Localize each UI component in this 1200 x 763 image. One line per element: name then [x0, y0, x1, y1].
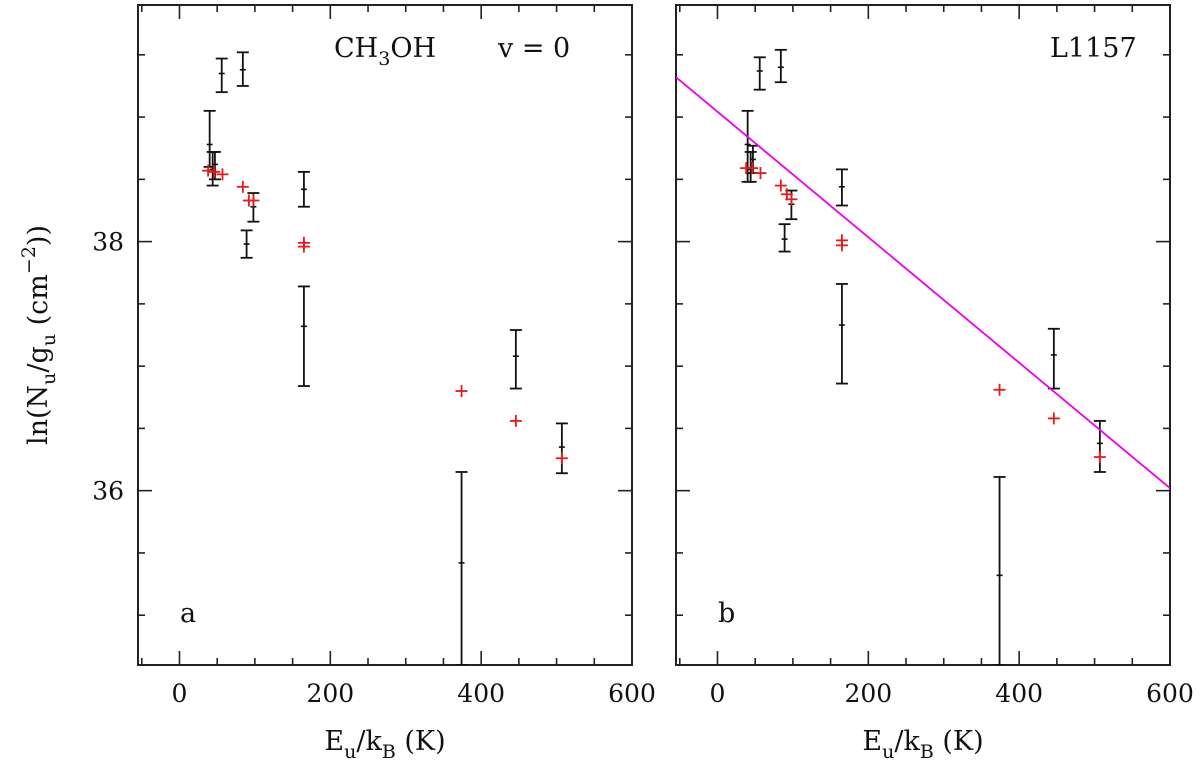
- panel-a-x-tick-label: 600: [608, 679, 656, 708]
- panel-a-model-point: [247, 194, 260, 207]
- panel-b-observed-point: [1093, 420, 1106, 473]
- panel-a-x-axis-title: Eu/kB (K): [324, 726, 445, 763]
- panel-b-x-tick-label: 0: [710, 679, 726, 708]
- panel-a-observed-point: [297, 170, 310, 208]
- panel-a-frame: [137, 4, 633, 666]
- panel-a-x-tick-label: 200: [306, 679, 354, 708]
- panel-a-model-point: [208, 165, 221, 178]
- panel-b-observed-point: [993, 476, 1006, 665]
- panel-b-x-axis-title: Eu/kB (K): [862, 726, 983, 763]
- panel-b-observed-point: [778, 223, 791, 253]
- panel-b-x-tick-label: 200: [844, 679, 892, 708]
- panel-a-observed-point: [240, 229, 253, 259]
- panel-b-model-point: [746, 162, 759, 175]
- panel-a-y-tick-label: 36: [92, 477, 124, 506]
- panel-b-model-point: [754, 167, 767, 180]
- panel-a-observed-point: [236, 51, 249, 87]
- panel-b-x-tick-label: 600: [1146, 679, 1194, 708]
- panel-b-letter: b: [718, 598, 735, 629]
- panel-b-observed-point: [835, 168, 848, 207]
- panel-b-fit-line: [676, 76, 1170, 489]
- panel-a-x-tick-label: 400: [457, 679, 505, 708]
- panel-b-model-point: [993, 383, 1006, 396]
- panel-a-observed-point: [455, 471, 468, 665]
- panel-b-model-point: [774, 179, 787, 192]
- panel-b-source-label: L1157: [1050, 33, 1137, 64]
- panel-b-model-point: [1047, 412, 1060, 425]
- panel-a-model-point: [455, 385, 468, 398]
- panel-a-x-tick-label: 0: [172, 679, 188, 708]
- panel-b-observed-point: [835, 283, 848, 385]
- panel-b-model-point: [835, 239, 848, 252]
- panel-b-observed-point: [1047, 327, 1060, 390]
- panel-a-model-point: [216, 168, 229, 181]
- panel-b-plot-area: [676, 48, 1170, 665]
- panel-a-observed-point: [509, 329, 522, 390]
- panel-b-model-point: [1093, 451, 1106, 464]
- panel-a-model-point: [202, 164, 215, 177]
- panel-a: 0 200 400 600 36 38 CH3OH v = 0 a Eu/kB (K) l…: [18, 4, 656, 763]
- panel-a-observed-point: [215, 57, 228, 94]
- panel-a-model-point: [236, 180, 249, 193]
- panel-a-model-point: [297, 240, 310, 253]
- panel-a-observed-point: [297, 285, 310, 387]
- panel-a-y-axis-title: ln(Nu/gu (cm−2)): [18, 225, 60, 445]
- panel-b-observed-point: [774, 48, 787, 84]
- panel-a-plot-area: [202, 51, 568, 665]
- panel-a-y-tick-label: 38: [92, 228, 124, 257]
- panel-b-frame: [675, 4, 1171, 666]
- panel-a-observed-point: [555, 422, 568, 475]
- panel-b-x-tick-label: 400: [995, 679, 1043, 708]
- panel-a-species-label: CH3OH: [334, 33, 436, 70]
- panel-a-model-point: [509, 414, 522, 427]
- panel-b: 0 200 400 600 L1157 b Eu/kB (K): [675, 4, 1194, 763]
- panel-a-letter: a: [180, 598, 196, 629]
- panel-a-model-point: [555, 452, 568, 465]
- panel-a-observed-point: [203, 109, 216, 168]
- panel-b-observed-point: [753, 56, 766, 91]
- panel-a-state-label: v = 0: [497, 33, 570, 64]
- panel-b-model-point: [785, 193, 798, 206]
